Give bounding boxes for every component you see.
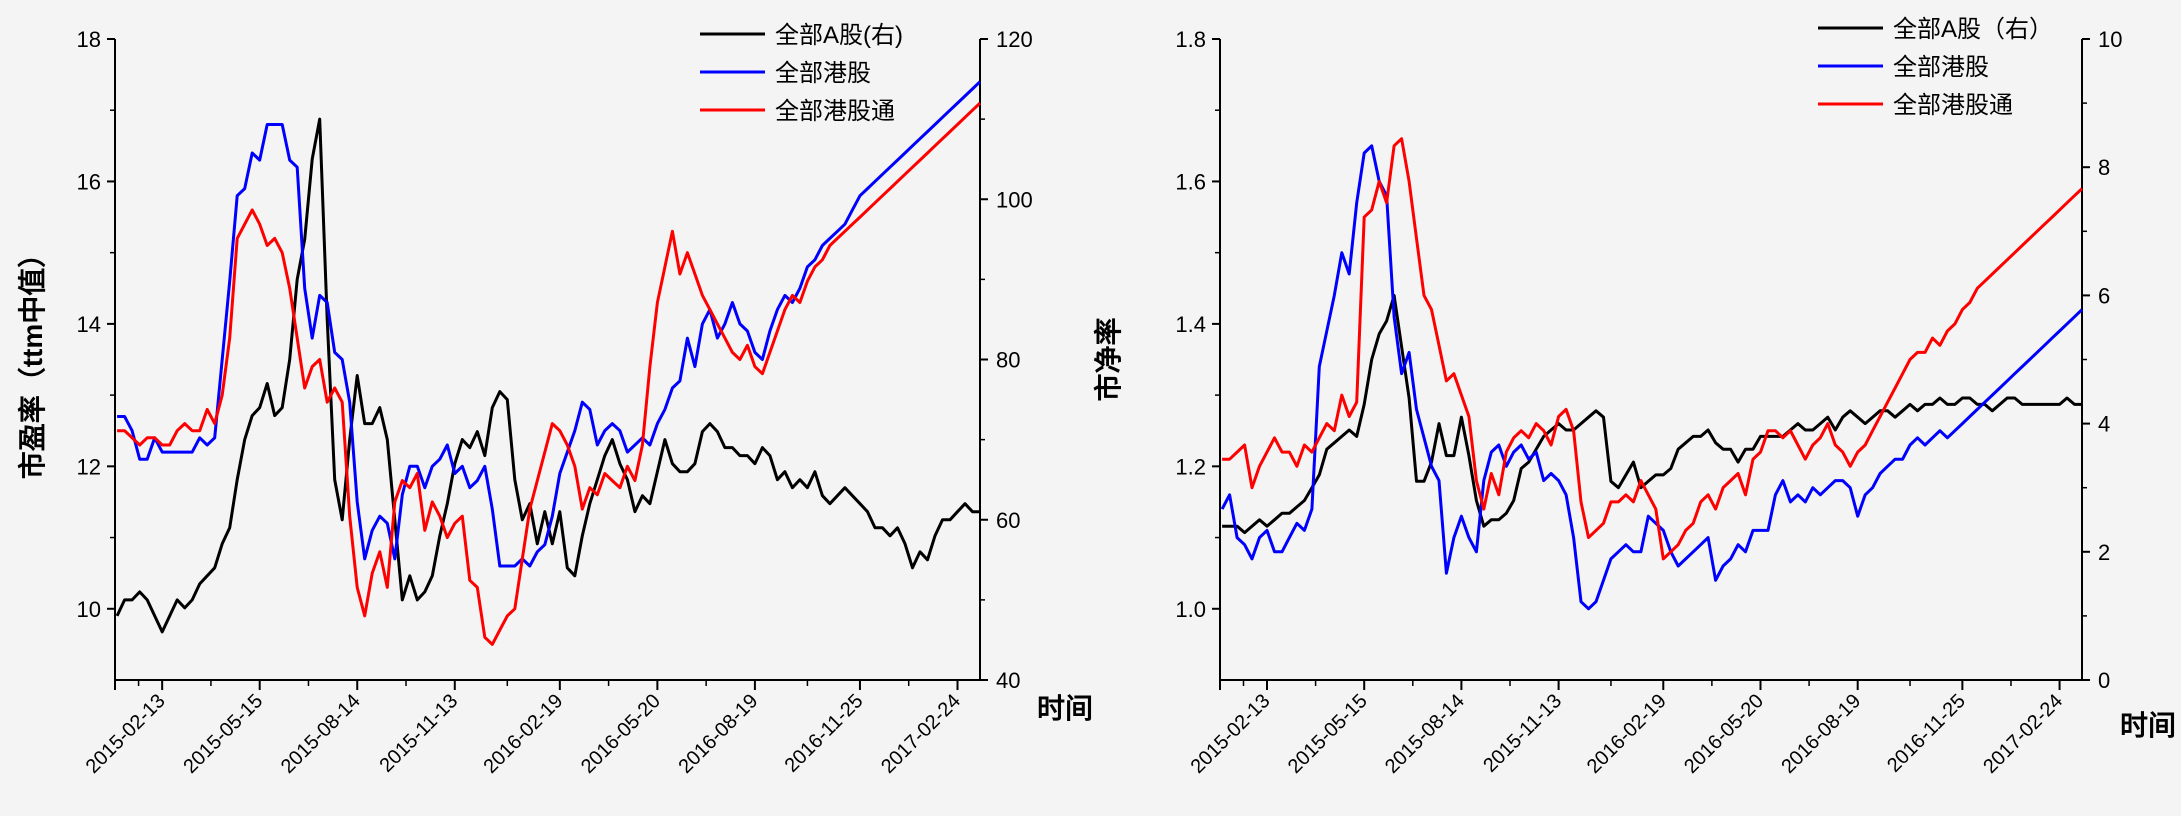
legend-label: 全部A股(右) bbox=[775, 22, 903, 49]
x-tick-label: 2017-02-24 bbox=[877, 690, 965, 778]
x-tick-label: 2015-08-14 bbox=[277, 690, 365, 778]
right-y-tick-label: 4 bbox=[2098, 412, 2110, 437]
right-y-tick-label: 40 bbox=[996, 668, 1020, 693]
left-y-tick-label: 18 bbox=[77, 27, 101, 52]
right-y-tick-label: 0 bbox=[2098, 668, 2110, 693]
x-tick-label: 2015-05-15 bbox=[179, 690, 267, 778]
x-tick-label: 2016-05-20 bbox=[1680, 690, 1768, 778]
x-tick-label: 2015-08-14 bbox=[1381, 690, 1469, 778]
x-tick-label: 2015-02-13 bbox=[1187, 690, 1275, 778]
y-axis-title: 市盈率（ttm中值） bbox=[16, 240, 48, 480]
series-line bbox=[117, 102, 982, 646]
left-y-tick-label: 10 bbox=[77, 597, 101, 622]
x-tick-label: 2016-11-25 bbox=[1883, 690, 1970, 777]
right-y-tick-label: 80 bbox=[996, 348, 1020, 373]
series-line bbox=[115, 117, 980, 634]
right-y-tick-label: 100 bbox=[996, 187, 1033, 212]
y-axis-title: 市净率 bbox=[1092, 317, 1124, 401]
left-y-tick-label: 16 bbox=[77, 169, 101, 194]
left-y-tick-label: 14 bbox=[77, 312, 101, 337]
left-y-tick-label: 12 bbox=[77, 454, 101, 479]
x-axis-title: 时间 bbox=[2120, 710, 2176, 741]
legend-label: 全部A股（右） bbox=[1893, 16, 2053, 43]
left-y-tick-label: 1.0 bbox=[1175, 597, 1206, 622]
x-tick-label: 2016-08-19 bbox=[1777, 690, 1865, 778]
left-y-tick-label: 1.2 bbox=[1175, 454, 1206, 479]
left-y-tick-label: 1.4 bbox=[1175, 312, 1206, 337]
legend-label: 全部港股 bbox=[1893, 54, 1989, 81]
x-tick-label: 2016-02-19 bbox=[479, 690, 567, 778]
x-axis-title: 时间 bbox=[1037, 693, 1093, 724]
x-tick-label: 2015-11-13 bbox=[1479, 690, 1566, 777]
left-y-tick-label: 1.8 bbox=[1175, 27, 1206, 52]
legend-label: 全部港股通 bbox=[775, 98, 895, 125]
right-y-tick-label: 2 bbox=[2098, 540, 2110, 565]
x-tick-label: 2015-02-13 bbox=[82, 690, 170, 778]
left-y-tick-label: 1.6 bbox=[1175, 169, 1206, 194]
series-line bbox=[1220, 144, 2084, 611]
series-line bbox=[1222, 137, 2084, 561]
x-tick-label: 2015-11-13 bbox=[375, 690, 462, 777]
x-tick-label: 2017-02-24 bbox=[1979, 690, 2067, 778]
x-tick-label: 2015-05-15 bbox=[1284, 690, 1372, 778]
x-tick-label: 2016-08-19 bbox=[675, 690, 763, 778]
right-y-tick-label: 6 bbox=[2098, 283, 2110, 308]
legend-label: 全部港股 bbox=[775, 60, 871, 87]
legend-label: 全部港股通 bbox=[1893, 92, 2013, 119]
x-tick-label: 2016-02-19 bbox=[1583, 690, 1671, 778]
right-y-tick-label: 8 bbox=[2098, 155, 2110, 180]
right-y-tick-label: 120 bbox=[996, 27, 1033, 52]
right-y-tick-label: 10 bbox=[2098, 27, 2122, 52]
pe-ratio-chart: 10 12 14 16 18 40 60 80 100 120 2015-02-13 2015-05-… bbox=[16, 22, 1093, 778]
x-tick-label: 2016-11-25 bbox=[781, 690, 868, 777]
series-line bbox=[1222, 293, 2082, 535]
right-y-tick-label: 60 bbox=[996, 508, 1020, 533]
x-tick-label: 2016-05-20 bbox=[577, 690, 665, 778]
series-line bbox=[117, 80, 982, 568]
pb-ratio-chart: 1.0 1.2 1.4 1.6 1.8 0 2 4 6 8 10 2015-02-13 2015-05-… bbox=[1092, 16, 2176, 778]
